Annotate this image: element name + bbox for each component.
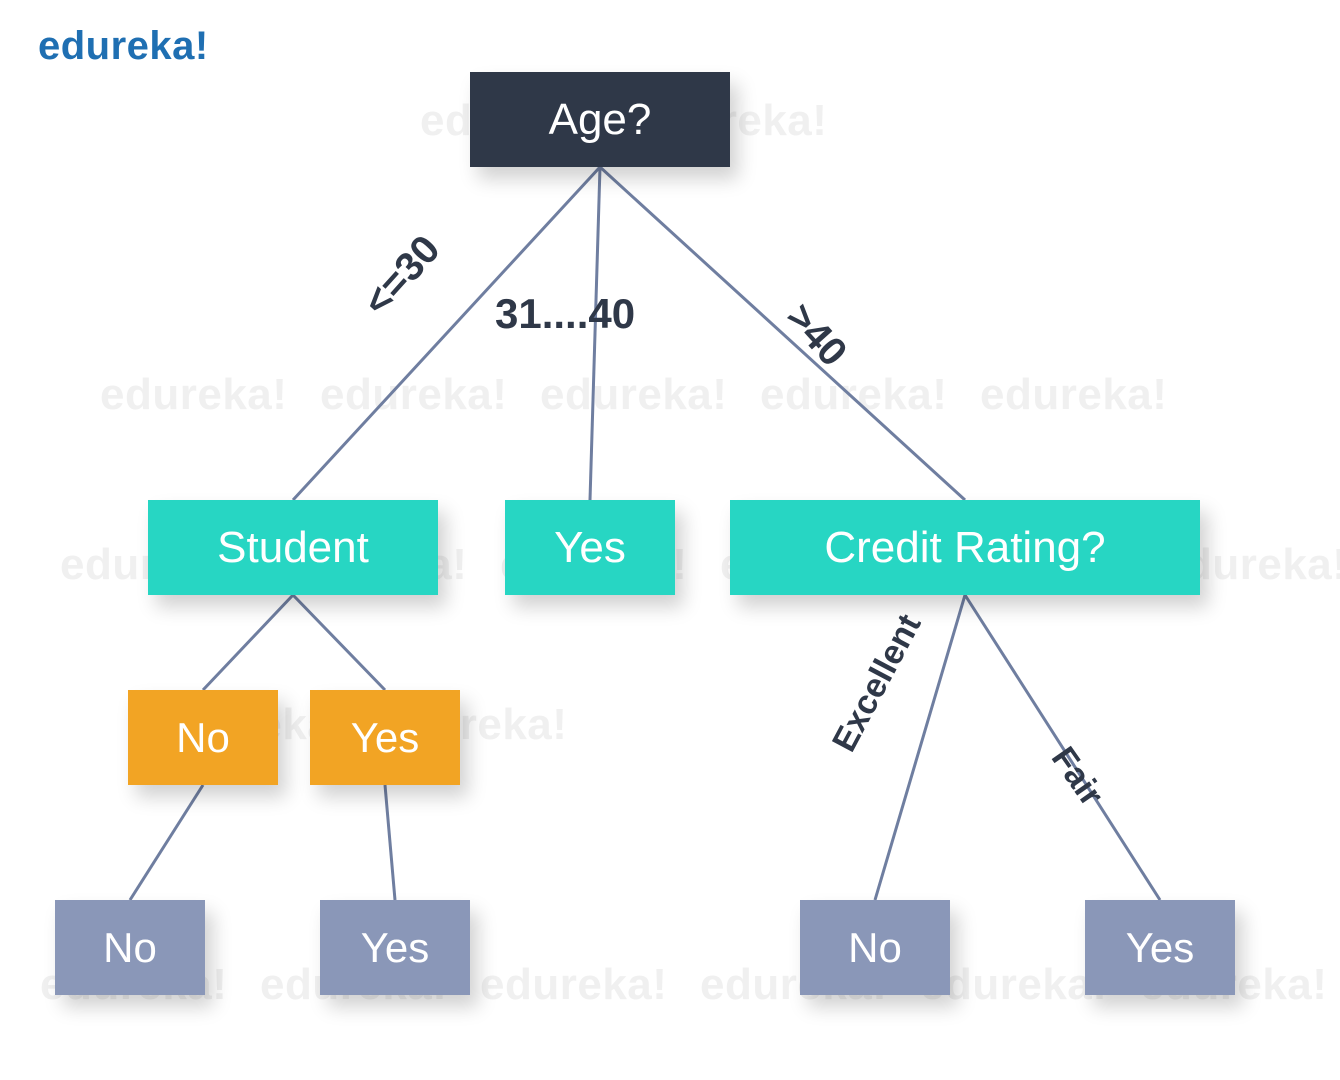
tree-edge bbox=[203, 595, 293, 690]
tree-edge bbox=[385, 785, 395, 900]
tree-node-leaf_yes2: Yes bbox=[1085, 900, 1235, 995]
tree-node-label: Yes bbox=[351, 714, 420, 762]
tree-edge bbox=[130, 785, 203, 900]
tree-node-root: Age? bbox=[470, 72, 730, 167]
tree-node-stu_no: No bbox=[128, 690, 278, 785]
watermark-text: edureka! bbox=[100, 370, 287, 420]
tree-node-mid_yes: Yes bbox=[505, 500, 675, 595]
tree-edge bbox=[293, 595, 385, 690]
watermark-text: edureka! bbox=[480, 960, 667, 1010]
tree-edge-label: 31....40 bbox=[495, 290, 635, 338]
tree-node-credit: Credit Rating? bbox=[730, 500, 1200, 595]
tree-node-label: Yes bbox=[1126, 924, 1195, 972]
watermark-text: edureka! bbox=[540, 370, 727, 420]
tree-edge-label: <=30 bbox=[355, 227, 449, 325]
tree-node-label: No bbox=[103, 924, 157, 972]
tree-edge-label: >40 bbox=[777, 295, 856, 376]
tree-node-student: Student bbox=[148, 500, 438, 595]
tree-node-stu_yes: Yes bbox=[310, 690, 460, 785]
tree-node-label: No bbox=[176, 714, 230, 762]
tree-node-leaf_no1: No bbox=[55, 900, 205, 995]
tree-node-label: Yes bbox=[361, 924, 430, 972]
tree-node-leaf_no2: No bbox=[800, 900, 950, 995]
watermark-text: edureka! bbox=[760, 370, 947, 420]
brand-logo: edureka! bbox=[38, 24, 209, 69]
tree-node-leaf_yes1: Yes bbox=[320, 900, 470, 995]
tree-node-label: Student bbox=[217, 523, 369, 573]
watermark-text: edureka! bbox=[320, 370, 507, 420]
tree-edge-label: Fair bbox=[1043, 740, 1111, 813]
tree-node-label: No bbox=[848, 924, 902, 972]
tree-node-label: Credit Rating? bbox=[824, 523, 1105, 573]
tree-node-label: Age? bbox=[549, 95, 652, 145]
watermark-text: edureka! bbox=[980, 370, 1167, 420]
tree-node-label: Yes bbox=[554, 523, 626, 573]
tree-edge bbox=[600, 167, 965, 500]
tree-edge-label: Excellent bbox=[825, 608, 930, 758]
